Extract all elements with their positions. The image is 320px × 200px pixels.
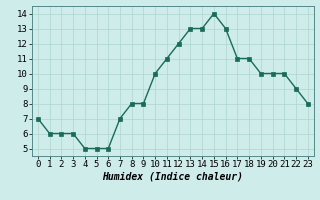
X-axis label: Humidex (Indice chaleur): Humidex (Indice chaleur) — [102, 172, 243, 182]
